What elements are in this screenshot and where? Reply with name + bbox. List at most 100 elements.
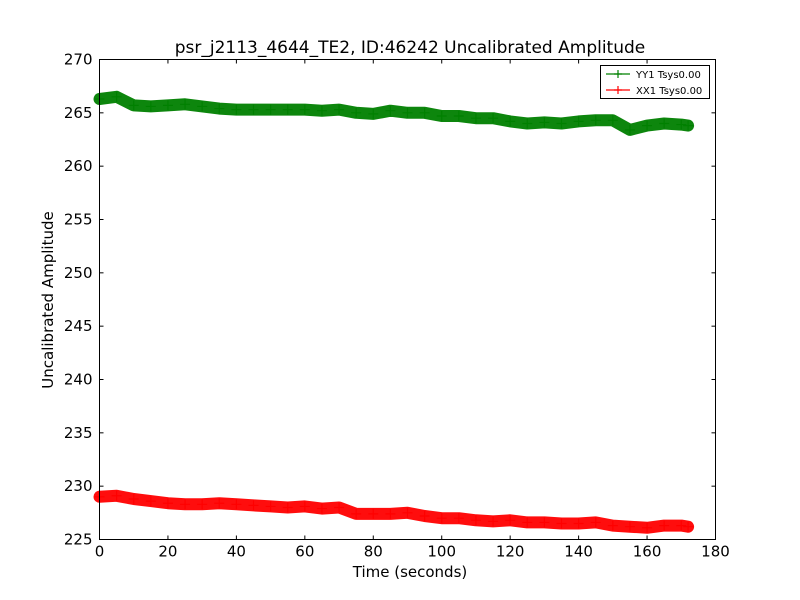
x-tick-label: 120 bbox=[496, 543, 525, 561]
y-tick-label: 250 bbox=[64, 264, 93, 282]
x-axis: 0 20 40 60 80 100 120 140 160 180 bbox=[95, 59, 730, 561]
data-point bbox=[385, 508, 396, 519]
series-0 bbox=[93, 90, 695, 136]
y-axis: 225 230 235 240 245 250 255 260 265 270 bbox=[64, 51, 716, 549]
x-tick-label: 160 bbox=[633, 543, 662, 561]
data-point bbox=[607, 520, 618, 531]
data-point bbox=[351, 107, 362, 118]
y-tick-label: 230 bbox=[64, 477, 93, 495]
legend-marker bbox=[614, 70, 622, 78]
data-point bbox=[265, 501, 276, 512]
legend: YY1 Tsys0.00 XX1 Tsys0.00 bbox=[600, 65, 710, 99]
data-point bbox=[111, 490, 122, 501]
x-tick-label: 140 bbox=[564, 543, 593, 561]
data-point bbox=[180, 499, 191, 510]
data-point bbox=[162, 100, 173, 111]
data-point bbox=[436, 513, 447, 524]
data-point bbox=[316, 105, 327, 116]
legend-label: XX1 Tsys0.00 bbox=[636, 86, 702, 97]
data-point bbox=[128, 493, 139, 504]
x-tick-label: 20 bbox=[158, 543, 177, 561]
data-point bbox=[676, 119, 687, 130]
y-tick-label: 270 bbox=[64, 51, 93, 69]
data-point bbox=[590, 115, 601, 126]
data-point bbox=[624, 124, 635, 135]
data-point bbox=[351, 508, 362, 519]
x-tick-label: 180 bbox=[701, 543, 730, 561]
x-axis-label: Time (seconds) bbox=[352, 563, 468, 581]
data-point bbox=[539, 517, 550, 528]
data-point bbox=[368, 108, 379, 119]
data-point bbox=[231, 104, 242, 115]
data-point bbox=[556, 518, 567, 529]
data-point bbox=[111, 91, 122, 102]
data-point bbox=[231, 499, 242, 510]
x-tick-label: 60 bbox=[295, 543, 314, 561]
data-point bbox=[488, 113, 499, 124]
data-point bbox=[214, 103, 225, 114]
data-point bbox=[419, 107, 430, 118]
data-point bbox=[316, 503, 327, 514]
data-point bbox=[683, 120, 694, 131]
data-point bbox=[402, 507, 413, 518]
data-point bbox=[197, 499, 208, 510]
data-point bbox=[573, 116, 584, 127]
legend-marker bbox=[614, 86, 622, 94]
x-tick-label: 0 bbox=[95, 543, 105, 561]
legend-box bbox=[600, 65, 710, 99]
data-point bbox=[402, 107, 413, 118]
data-point bbox=[556, 118, 567, 129]
data-point bbox=[299, 501, 310, 512]
data-point bbox=[385, 105, 396, 116]
data-point bbox=[299, 104, 310, 115]
data-point bbox=[334, 502, 345, 513]
data-point bbox=[470, 515, 481, 526]
series-1 bbox=[93, 489, 695, 534]
data-point bbox=[419, 511, 430, 522]
data-point bbox=[248, 104, 259, 115]
data-point bbox=[676, 520, 687, 531]
y-tick-label: 225 bbox=[64, 531, 93, 549]
data-point bbox=[505, 515, 516, 526]
data-point bbox=[453, 111, 464, 122]
plot-area bbox=[99, 59, 716, 540]
data-point bbox=[522, 517, 533, 528]
data-point bbox=[659, 520, 670, 531]
data-point bbox=[334, 104, 345, 115]
data-point bbox=[145, 101, 156, 112]
y-tick-label: 235 bbox=[64, 424, 93, 442]
y-tick-label: 245 bbox=[64, 317, 93, 335]
x-tick-label: 40 bbox=[227, 543, 246, 561]
y-axis-label: Uncalibrated Amplitude bbox=[39, 211, 57, 388]
data-point bbox=[214, 498, 225, 509]
data-point bbox=[145, 496, 156, 507]
data-point bbox=[162, 498, 173, 509]
data-point bbox=[590, 517, 601, 528]
data-point bbox=[265, 104, 276, 115]
data-point bbox=[659, 118, 670, 129]
data-point bbox=[180, 99, 191, 110]
data-point bbox=[505, 116, 516, 127]
data-point bbox=[248, 500, 259, 511]
data-point bbox=[128, 100, 139, 111]
series-layer bbox=[93, 90, 695, 534]
legend-label: YY1 Tsys0.00 bbox=[635, 70, 701, 81]
y-tick-label: 265 bbox=[64, 104, 93, 122]
data-point bbox=[282, 502, 293, 513]
data-point bbox=[642, 522, 653, 533]
plot-frame bbox=[99, 59, 716, 540]
data-point bbox=[607, 115, 618, 126]
data-point bbox=[522, 118, 533, 129]
x-tick-label: 100 bbox=[427, 543, 456, 561]
y-tick-label: 260 bbox=[64, 157, 93, 175]
y-tick-label: 255 bbox=[64, 211, 93, 229]
data-point bbox=[683, 521, 694, 532]
data-point bbox=[488, 516, 499, 527]
data-point bbox=[573, 518, 584, 529]
y-tick-label: 240 bbox=[64, 371, 93, 389]
data-point bbox=[453, 513, 464, 524]
data-point bbox=[624, 521, 635, 532]
data-point bbox=[368, 508, 379, 519]
data-point bbox=[642, 120, 653, 131]
